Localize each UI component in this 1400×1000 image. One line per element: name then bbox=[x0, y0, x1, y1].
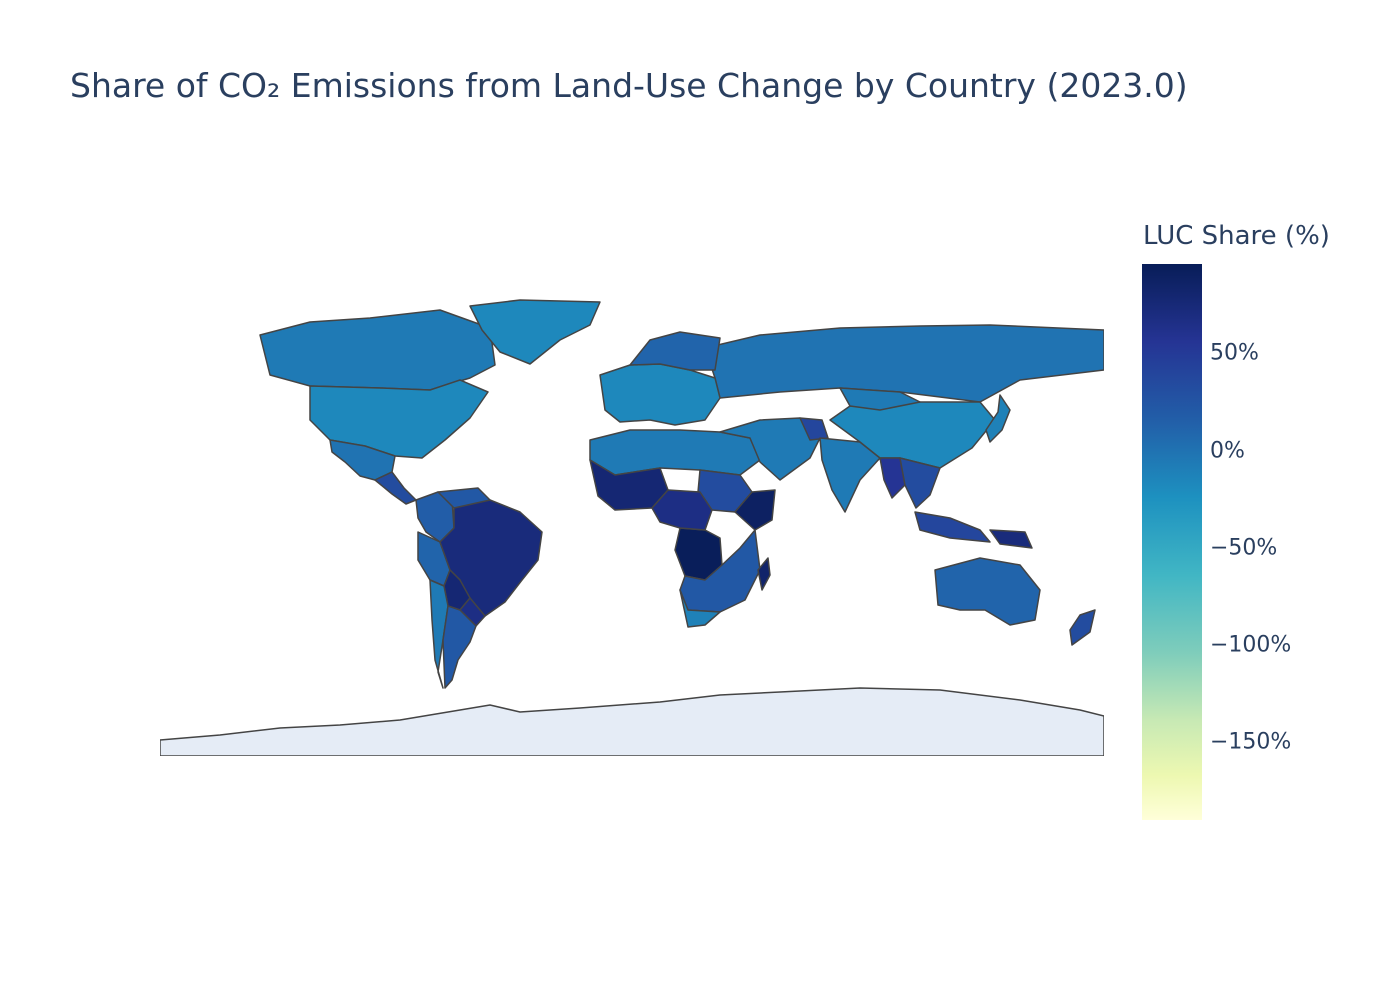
region-chile[interactable] bbox=[429, 579, 449, 689]
region-russia[interactable] bbox=[704, 324, 1104, 403]
region-new-zealand[interactable] bbox=[1069, 609, 1096, 646]
region-europe[interactable] bbox=[599, 363, 721, 426]
colorbar-tick-label: −50% bbox=[1210, 535, 1278, 561]
region-afghanistan[interactable] bbox=[799, 417, 829, 441]
region-mongolia[interactable] bbox=[839, 387, 921, 411]
colorbar-tick-label: −100% bbox=[1210, 632, 1292, 658]
colorbar-tick-label: 50% bbox=[1210, 340, 1259, 366]
region-indonesia[interactable] bbox=[914, 511, 991, 543]
region-japan[interactable] bbox=[985, 394, 1011, 443]
world-map[interactable] bbox=[160, 280, 1104, 756]
colorbar-tick-label: −150% bbox=[1210, 729, 1292, 755]
region-middle-east[interactable] bbox=[719, 417, 821, 481]
region-north-africa[interactable] bbox=[589, 429, 761, 476]
colorbar-tick-label: 0% bbox=[1210, 438, 1245, 464]
colorbar-gradient bbox=[1142, 264, 1202, 820]
region-canada[interactable] bbox=[259, 309, 496, 391]
region-madagascar[interactable] bbox=[757, 557, 771, 591]
region-ethiopia[interactable] bbox=[734, 489, 776, 531]
colorbar-title: LUC Share (%) bbox=[1143, 221, 1330, 251]
region-antarctica bbox=[160, 687, 1104, 756]
region-scandinavia[interactable] bbox=[629, 331, 721, 371]
region-central-america[interactable] bbox=[374, 471, 417, 505]
region-myanmar[interactable] bbox=[879, 457, 906, 499]
map-svg[interactable] bbox=[160, 280, 1104, 756]
region-greenland[interactable] bbox=[469, 299, 601, 365]
region-papua-new-guinea[interactable] bbox=[989, 529, 1033, 549]
region-australia[interactable] bbox=[934, 557, 1041, 626]
region-brazil[interactable] bbox=[439, 499, 543, 617]
region-argentina[interactable] bbox=[442, 605, 477, 689]
chart-title: Share of CO₂ Emissions from Land-Use Cha… bbox=[70, 66, 1188, 105]
region-southeast-asia[interactable] bbox=[899, 457, 941, 509]
region-central-africa[interactable] bbox=[651, 489, 713, 531]
region-south-africa[interactable] bbox=[679, 589, 721, 628]
